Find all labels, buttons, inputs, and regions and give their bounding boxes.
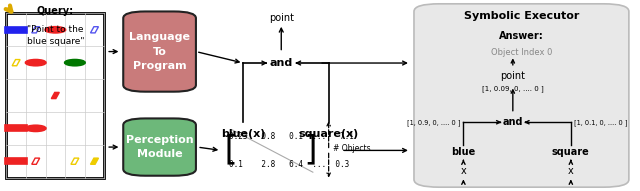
FancyBboxPatch shape [4, 27, 28, 33]
Polygon shape [90, 158, 99, 164]
Circle shape [45, 27, 65, 33]
Text: Perception
Module: Perception Module [126, 135, 193, 159]
FancyBboxPatch shape [124, 11, 196, 92]
Text: [1, 0.1, 0, .... 0 ]: [1, 0.1, 0, .... 0 ] [574, 119, 627, 126]
Text: x: x [461, 166, 467, 176]
FancyBboxPatch shape [4, 158, 28, 164]
Circle shape [26, 60, 46, 66]
Text: Object Index 0: Object Index 0 [491, 48, 552, 57]
Text: Language
To
Program: Language To Program [129, 32, 190, 71]
FancyBboxPatch shape [124, 118, 196, 176]
Polygon shape [51, 92, 60, 99]
Text: 0.23   0.8   0.1  ...   7.1: 0.23 0.8 0.1 ... 7.1 [229, 132, 355, 141]
Text: Answer:: Answer: [499, 31, 544, 40]
Text: [1, 0.09, 0, .... 0 ]: [1, 0.09, 0, .... 0 ] [482, 85, 544, 92]
Text: "Point to the
blue square": "Point to the blue square" [26, 25, 84, 46]
FancyBboxPatch shape [4, 125, 28, 131]
Text: ]: ] [301, 134, 321, 167]
Text: Query:: Query: [36, 6, 74, 16]
Text: and: and [269, 58, 293, 68]
Text: 0.1    2.8   6.4  ...  0.3: 0.1 2.8 6.4 ... 0.3 [229, 159, 349, 168]
Text: blue: blue [451, 147, 476, 157]
Circle shape [26, 125, 46, 131]
Text: square: square [552, 147, 589, 157]
Text: [: [ [220, 134, 239, 167]
Text: blue(x): blue(x) [221, 129, 266, 139]
Text: x: x [568, 166, 573, 176]
Text: # Objects: # Objects [333, 144, 371, 153]
Text: point: point [500, 71, 525, 81]
Text: and: and [502, 117, 523, 127]
Text: square(x): square(x) [298, 129, 359, 139]
FancyBboxPatch shape [6, 13, 104, 178]
FancyBboxPatch shape [414, 4, 629, 187]
Text: [1, 0.9, 0, .... 0 ]: [1, 0.9, 0, .... 0 ] [407, 119, 460, 126]
Text: Symbolic Executor: Symbolic Executor [464, 11, 579, 21]
Text: point: point [269, 13, 294, 23]
Circle shape [65, 60, 85, 66]
